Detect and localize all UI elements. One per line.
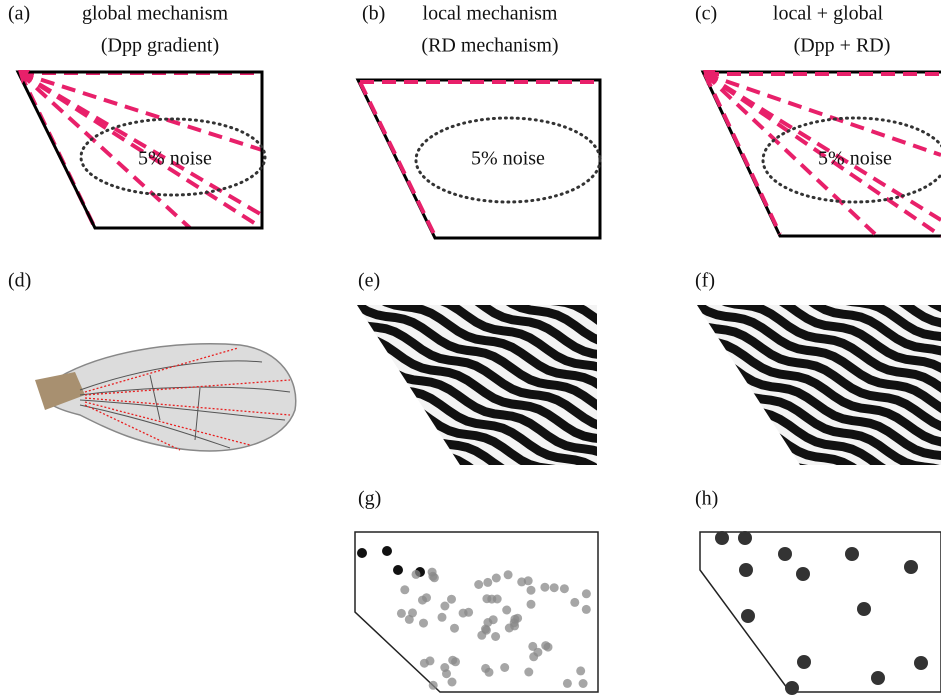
spot bbox=[845, 547, 859, 561]
spot bbox=[857, 602, 871, 616]
spot bbox=[510, 621, 519, 630]
spot bbox=[785, 681, 799, 695]
spot-pattern bbox=[715, 531, 928, 695]
stripe-pattern bbox=[690, 100, 941, 638]
spot bbox=[489, 615, 498, 624]
spot bbox=[400, 585, 409, 594]
panel-title: local mechanism bbox=[423, 3, 558, 25]
panel-title: global mechanism bbox=[82, 3, 229, 25]
spot bbox=[796, 567, 810, 581]
stripe bbox=[690, 181, 941, 298]
panel-label: (b) bbox=[362, 3, 385, 25]
spot bbox=[382, 546, 392, 556]
spot bbox=[914, 656, 928, 670]
spot bbox=[579, 679, 588, 688]
stripe bbox=[690, 115, 941, 223]
spot bbox=[438, 613, 447, 622]
spot bbox=[540, 583, 549, 592]
stripe bbox=[690, 472, 941, 580]
panel-title: local + global bbox=[773, 3, 884, 25]
panel-label: (f) bbox=[695, 270, 715, 292]
spot bbox=[582, 589, 591, 598]
stripe bbox=[690, 457, 941, 564]
spot bbox=[422, 593, 431, 602]
stripe bbox=[690, 500, 941, 619]
spot bbox=[397, 609, 406, 618]
spot bbox=[487, 595, 496, 604]
spot bbox=[563, 679, 572, 688]
spot bbox=[504, 570, 513, 579]
spot bbox=[492, 574, 501, 583]
panel-subtitle: (RD mechanism) bbox=[421, 35, 558, 57]
spot bbox=[533, 648, 542, 657]
stripe bbox=[690, 100, 941, 207]
spot bbox=[357, 548, 367, 558]
spot bbox=[904, 560, 918, 574]
spot bbox=[797, 655, 811, 669]
panel-label: (d) bbox=[8, 270, 31, 292]
spot bbox=[715, 531, 729, 545]
noise-label: 5% noise bbox=[471, 148, 545, 170]
panel-label: (a) bbox=[8, 3, 30, 25]
stripe bbox=[690, 161, 941, 281]
figure: 5% noise (a) global mechanism (Dpp gradien… bbox=[0, 0, 941, 699]
spot bbox=[440, 602, 449, 611]
spot bbox=[527, 600, 536, 609]
spot bbox=[448, 678, 457, 687]
wing-photo bbox=[35, 344, 296, 451]
spot bbox=[408, 608, 417, 617]
stripe bbox=[350, 167, 620, 273]
spot bbox=[429, 681, 438, 690]
panel-label: (g) bbox=[358, 488, 381, 510]
stripe bbox=[350, 472, 620, 586]
spot bbox=[738, 531, 752, 545]
spot bbox=[778, 547, 792, 561]
spot bbox=[524, 668, 533, 677]
spot bbox=[550, 583, 559, 592]
panel-label: (c) bbox=[695, 3, 717, 25]
panel-label: (e) bbox=[358, 270, 380, 292]
spot-pattern bbox=[357, 546, 591, 690]
noise-label: 5% noise bbox=[818, 148, 892, 170]
spot bbox=[447, 595, 456, 604]
stripe bbox=[350, 517, 620, 635]
spot bbox=[420, 659, 429, 668]
spot bbox=[739, 563, 753, 577]
spot bbox=[570, 598, 579, 607]
stripe bbox=[350, 180, 620, 292]
spot bbox=[459, 609, 468, 618]
spot bbox=[428, 568, 437, 577]
spot bbox=[491, 632, 500, 641]
stripe bbox=[690, 143, 941, 262]
spot bbox=[871, 671, 885, 685]
panel-label: (h) bbox=[695, 488, 718, 510]
spot bbox=[393, 565, 403, 575]
stripe bbox=[690, 201, 941, 312]
spot bbox=[448, 656, 457, 665]
spot bbox=[517, 577, 526, 586]
spot bbox=[483, 578, 492, 587]
spot bbox=[576, 666, 585, 675]
panel-subtitle: (Dpp + RD) bbox=[794, 35, 891, 57]
spot bbox=[474, 580, 483, 589]
spot bbox=[560, 584, 569, 593]
spot bbox=[527, 586, 536, 595]
panel-c-diagram: 5% noise bbox=[703, 70, 941, 236]
spot bbox=[582, 605, 591, 614]
spot bbox=[500, 663, 509, 672]
spot bbox=[450, 624, 459, 633]
spot bbox=[741, 609, 755, 623]
spot bbox=[419, 619, 428, 628]
panel-g-outline bbox=[355, 532, 598, 692]
spot bbox=[485, 668, 494, 677]
noise-label: 5% noise bbox=[138, 148, 212, 170]
spot bbox=[502, 606, 511, 615]
panel-subtitle: (Dpp gradient) bbox=[101, 35, 219, 57]
spot bbox=[541, 641, 550, 650]
stripe bbox=[690, 128, 941, 241]
panel-h-outline bbox=[700, 532, 941, 692]
spot bbox=[412, 570, 421, 579]
spot bbox=[440, 663, 449, 672]
stripe bbox=[350, 194, 620, 314]
